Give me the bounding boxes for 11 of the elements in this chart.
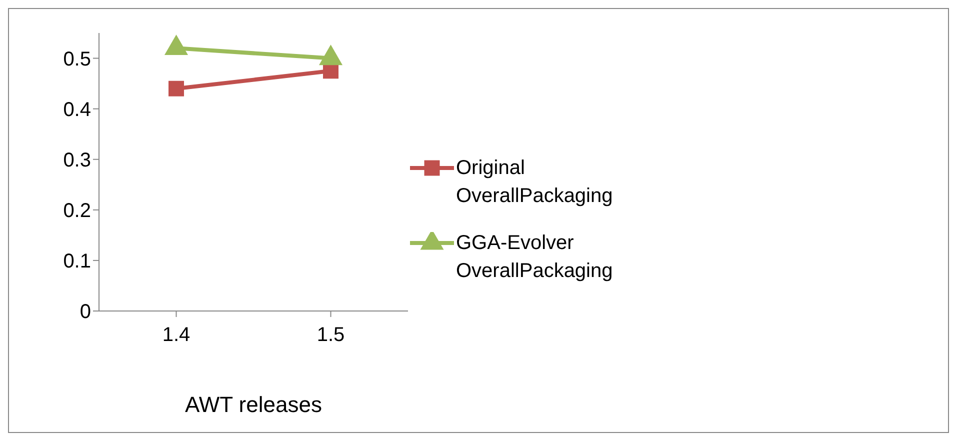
y-tick-label: 0 <box>80 301 91 324</box>
y-tick-label: 0.4 <box>63 98 91 121</box>
x-tick-label: 1.4 <box>162 324 190 346</box>
y-tick-label: 0.5 <box>63 48 91 70</box>
x-tick-label: 1.5 <box>316 324 345 346</box>
legend-label: GGA-Evolver OverallPackaging <box>456 230 614 284</box>
legend-label: Original OverallPackaging <box>456 156 614 208</box>
y-tick-label: 0.2 <box>63 200 91 222</box>
y-tick-label: 0.1 <box>63 250 91 273</box>
x-axis-title: AWT releases <box>185 392 322 417</box>
y-tick-label: 0.3 <box>63 149 91 172</box>
